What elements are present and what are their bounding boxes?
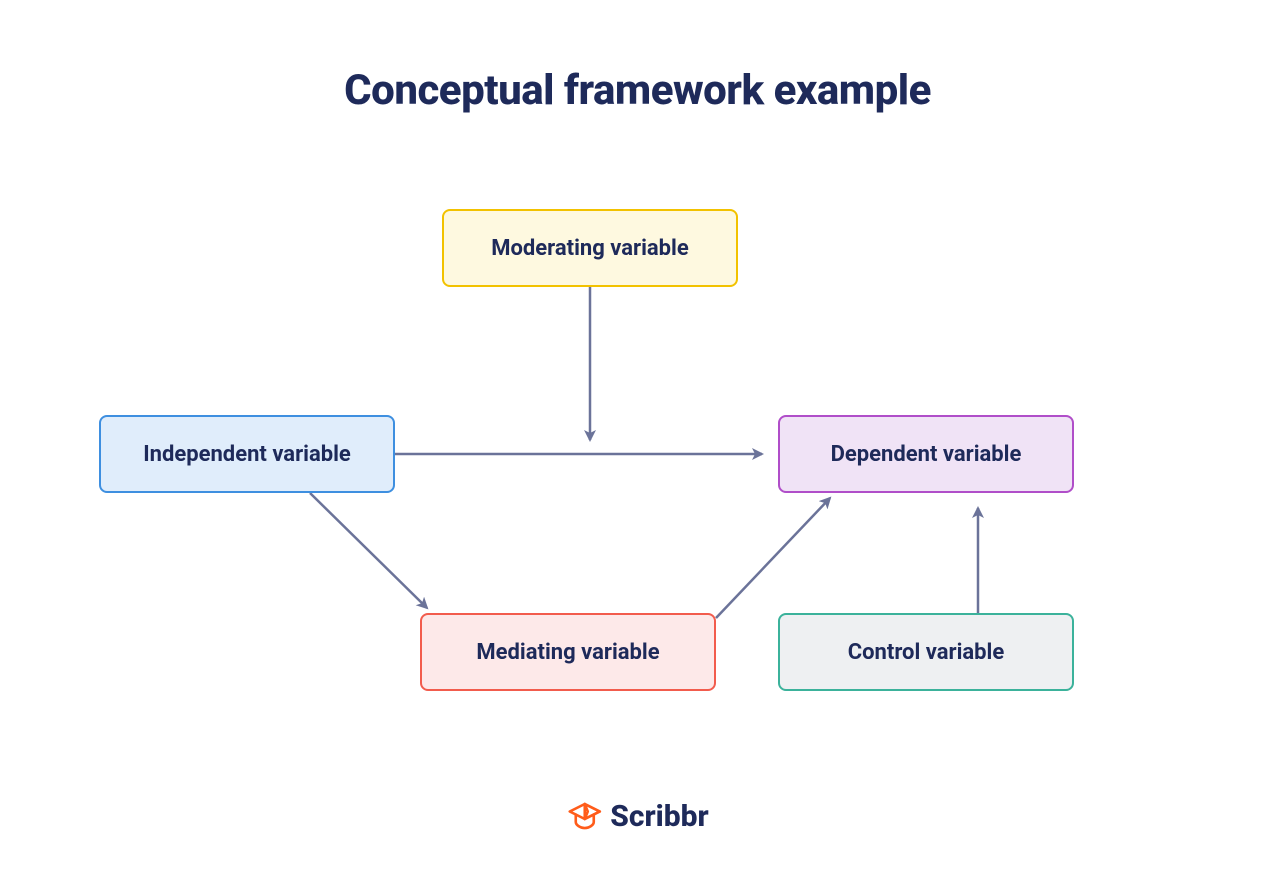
brand-logo: Scribbr	[566, 798, 708, 834]
node-mediating: Mediating variable	[420, 613, 716, 691]
edge-ind-to-med	[310, 493, 427, 608]
node-independent: Independent variable	[99, 415, 395, 493]
diagram-title: Conceptual framework example	[0, 66, 1275, 115]
graduation-cap-icon	[566, 798, 602, 834]
brand-name: Scribbr	[610, 799, 708, 834]
node-dependent: Dependent variable	[778, 415, 1074, 493]
edge-med-to-dep	[716, 498, 830, 618]
node-moderating: Moderating variable	[442, 209, 738, 287]
node-control: Control variable	[778, 613, 1074, 691]
